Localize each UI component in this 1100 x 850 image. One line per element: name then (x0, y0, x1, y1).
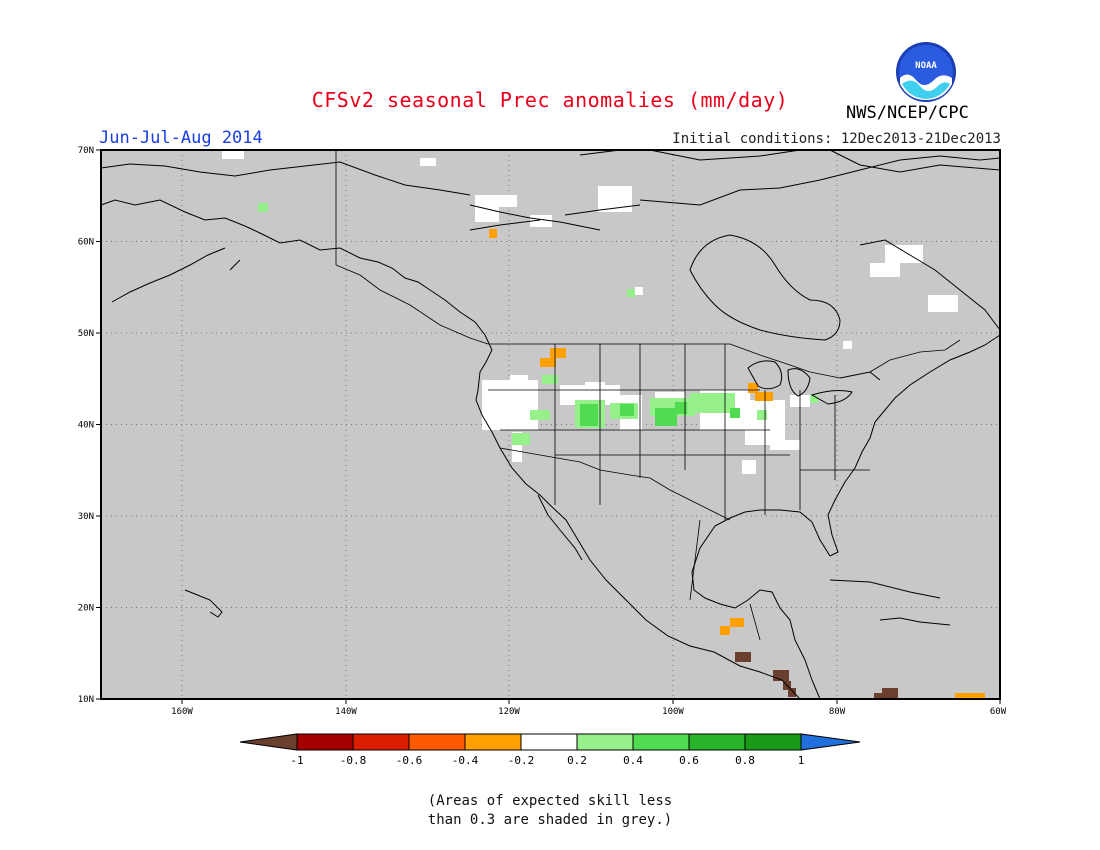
lat-label: 20N (78, 604, 94, 614)
lon-label: 80W (829, 707, 846, 717)
skill-footnote: (Areas of expected skill less than 0.3 a… (0, 792, 1100, 830)
colorbar-bin (520, 733, 578, 751)
political-borders (335, 150, 961, 641)
colorbar-bin (744, 733, 802, 751)
initial-conditions-label: Initial conditions: 12Dec2013-21Dec2013 (672, 131, 1001, 147)
colorbar-bin (464, 733, 522, 751)
colorbar-tick-label: 0.4 (623, 754, 643, 767)
lon-label: 120W (498, 707, 520, 717)
lon-label: 60W (990, 707, 1007, 717)
colorbar-tick-label: 0.8 (735, 754, 755, 767)
colorbar-tick-label: -0.2 (508, 754, 535, 767)
lat-label: 50N (78, 329, 94, 339)
colorbar-tick-label: -0.6 (396, 754, 423, 767)
colorbar-above-arrow (800, 733, 861, 751)
colorbar-tick-label: -0.8 (340, 754, 367, 767)
lat-label: 40N (78, 421, 94, 431)
lon-label: 100W (662, 707, 684, 717)
map-background (101, 150, 1000, 699)
colorbar-tick-label: 0.2 (567, 754, 587, 767)
lat-label: 30N (78, 512, 94, 522)
noaa-logo: NOAA (896, 42, 956, 102)
footnote-line: than 0.3 are shaded in grey.) (427, 812, 673, 828)
footnote-line: (Areas of expected skill less (427, 793, 673, 809)
lat-label: 10N (78, 695, 94, 705)
colorbar-bin (408, 733, 466, 751)
colorbar-bin (632, 733, 690, 751)
chart-title: CFSv2 seasonal Prec anomalies (mm/day) (311, 88, 789, 112)
lat-label: 70N (78, 146, 94, 156)
colorbar-bin (352, 733, 410, 751)
colorbar-tick-label: -0.4 (452, 754, 479, 767)
coastlines (100, 149, 1001, 700)
agency-label: NWS/NCEP/CPC (846, 103, 969, 123)
colorbar-tick-label: -1 (290, 754, 303, 767)
colorbar-tick-label: 0.6 (679, 754, 699, 767)
lon-label: 140W (335, 707, 357, 717)
season-label: Jun-Jul-Aug 2014 (99, 128, 263, 148)
colorbar-tick-label: 1 (798, 754, 805, 767)
lat-label: 60N (78, 238, 94, 248)
lon-label: 160W (171, 707, 193, 717)
colorbar-bin (576, 733, 634, 751)
colorbar-bin (688, 733, 746, 751)
colorbar-bin (296, 733, 354, 751)
colorbar: -1 -0.8 -0.6 -0.4 -0.2 0.2 0.4 0.6 0.8 1 (239, 733, 861, 767)
colorbar-below-arrow (239, 733, 298, 751)
logo-text: NOAA (915, 61, 937, 71)
map-ticks (96, 149, 1001, 704)
